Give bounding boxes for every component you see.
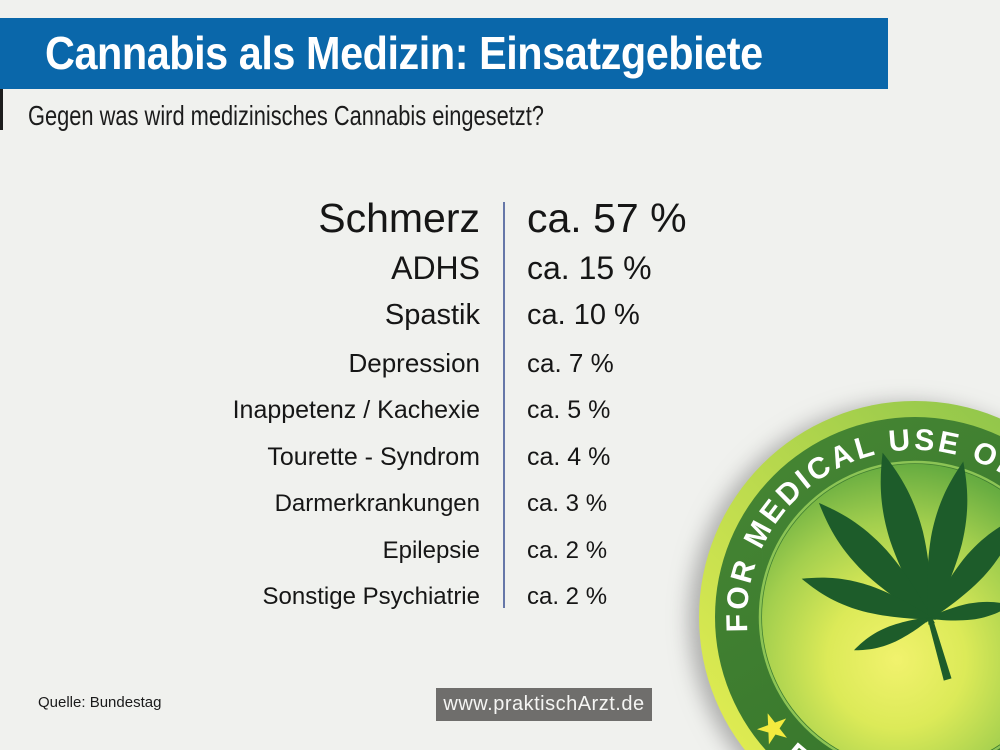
condition-label: Sonstige Psychiatrie [262,583,480,610]
stamp-inner-ring-highlight [758,460,1000,750]
usage-row: Tourette - Syndrom ca. 4 % [0,434,720,481]
usage-row: Epilepsie ca. 2 % [0,527,720,574]
page-title: Cannabis als Medizin: Einsatzgebiete [45,27,763,79]
medical-use-stamp: FOR MEDICAL USE ONLY★ ★FOR MEDICAL USE O… [699,401,1000,750]
percentage-label: ca. 3 % [527,490,608,517]
percentage-label: ca. 7 % [527,347,614,378]
condition-label: Tourette - Syndrom [267,443,480,471]
usage-row: Depression ca. 7 % [0,339,720,387]
percentage-label: ca. 57 % [527,195,687,241]
percentage-label: ca. 4 % [527,443,611,471]
condition-label: Schmerz [318,195,480,241]
usage-row: Inappetenz / Kachexie ca. 5 % [0,387,720,434]
condition-label: Depression [348,347,480,378]
usage-row: Sonstige Psychiatrie ca. 2 % [0,574,720,620]
subtitle-question: Gegen was wird medizinisches Cannabis ei… [28,100,544,131]
website-link[interactable]: www.praktischArzt.de [436,688,652,721]
condition-label: Spastik [384,298,480,331]
percentage-label: ca. 15 % [527,249,652,286]
column-divider-line [503,202,505,608]
condition-label: ADHS [391,249,480,286]
percentage-label: ca. 2 % [527,536,608,564]
usage-row: Schmerz ca. 57 % [0,192,720,245]
condition-label: Darmerkrankungen [274,490,480,517]
usage-list: Schmerz ca. 57 % ADHS ca. 15 % Spastik c… [0,192,720,620]
cannabis-leaf-icon [797,447,1000,681]
percentage-label: ca. 5 % [527,396,611,424]
usage-row: Spastik ca. 10 % [0,291,720,339]
title-bar: Cannabis als Medizin: Einsatzgebiete [0,18,888,89]
usage-row: Darmerkrankungen ca. 3 % [0,481,720,527]
source-credit: Quelle: Bundestag [38,694,162,711]
condition-label: Epilepsie [382,536,480,564]
percentage-label: ca. 2 % [527,583,608,610]
percentage-label: ca. 10 % [527,298,640,331]
condition-label: Inappetenz / Kachexie [232,396,480,424]
leaf-stem [927,617,952,681]
usage-row: ADHS ca. 15 % [0,245,720,291]
